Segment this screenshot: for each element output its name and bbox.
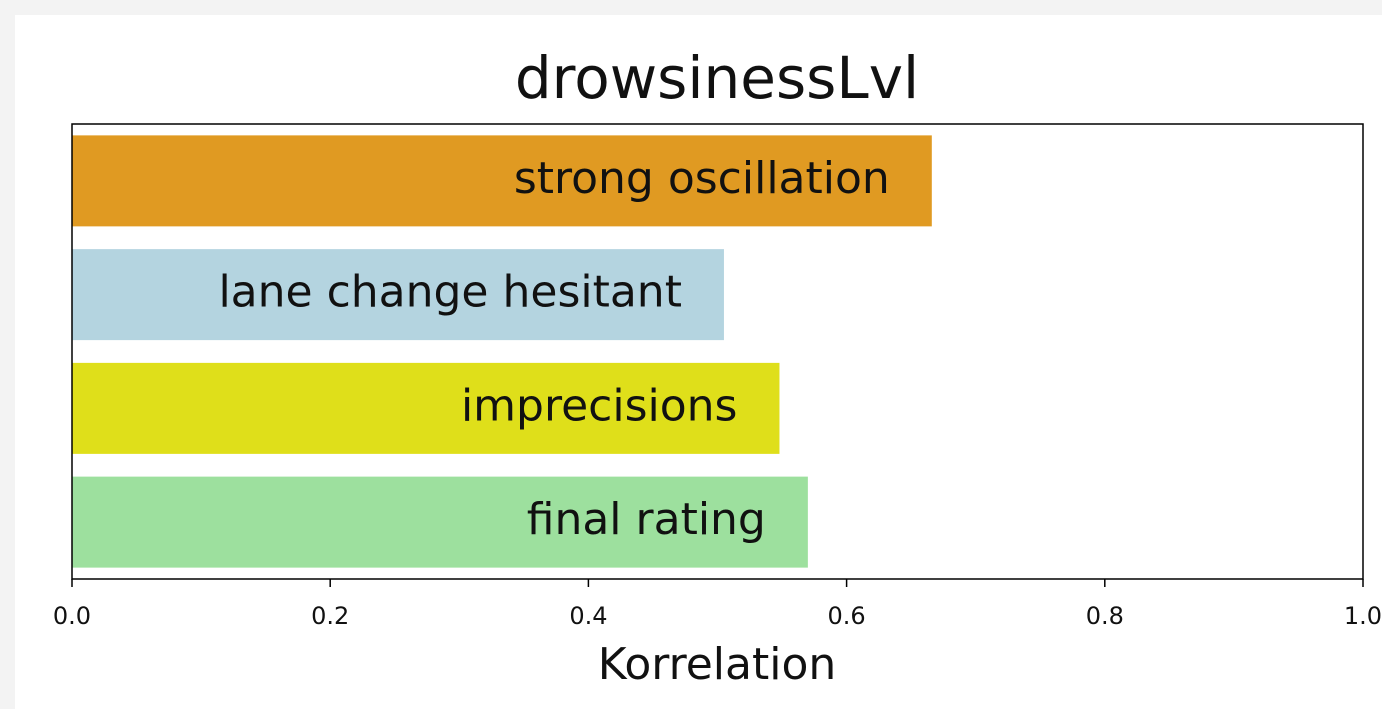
x-tick-label: 1.0 — [1344, 602, 1382, 630]
figure-background — [15, 15, 1382, 709]
x-tick-label: 0.0 — [53, 602, 91, 630]
x-tick-label: 0.8 — [1086, 602, 1124, 630]
bar — [72, 249, 724, 341]
bar-label: final rating — [527, 494, 766, 545]
x-tick-label: 0.4 — [569, 602, 607, 630]
bar — [72, 476, 808, 568]
bar-label: lane change hesitant — [218, 267, 682, 318]
plot-frame — [71, 123, 1364, 580]
bar-label: imprecisions — [461, 380, 738, 431]
x-tick-label: 0.2 — [311, 602, 349, 630]
x-axis-label: Korrelation — [598, 639, 837, 690]
chart-title: drowsinessLvl — [515, 44, 919, 112]
bar-label: strong oscillation — [514, 153, 890, 204]
bar — [72, 135, 932, 227]
x-tick-label: 0.6 — [828, 602, 866, 630]
bar — [72, 362, 780, 454]
